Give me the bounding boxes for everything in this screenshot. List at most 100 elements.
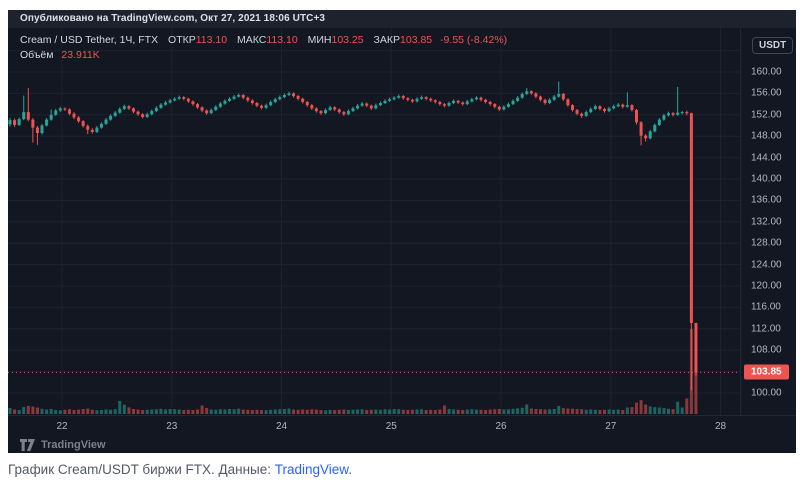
candle-body (534, 93, 538, 97)
volume-bar (484, 410, 488, 414)
volume-bar (305, 409, 309, 414)
time-tick-label: 26 (495, 421, 507, 432)
volume-bar (456, 409, 460, 414)
candle-body (365, 103, 369, 106)
low-label: МИН (307, 34, 332, 46)
volume-bar (657, 407, 661, 414)
candle-body (246, 97, 250, 101)
volume-bar (163, 409, 167, 414)
volume-bar (401, 409, 405, 414)
volume-bar (67, 409, 71, 414)
volume-bar (648, 406, 652, 414)
candle-body (324, 109, 328, 114)
high-label: МАКС (237, 34, 267, 46)
volume-bar (520, 407, 524, 414)
candle-body (122, 106, 126, 109)
price-axis[interactable]: USDT 103.85 160.00 156.00 152.00 148.00 144.… (740, 28, 796, 437)
candle-body (648, 131, 652, 139)
candle-body (607, 108, 611, 112)
candle-body (200, 107, 204, 111)
candle-body (95, 127, 99, 132)
close-value: 103.85 (400, 34, 433, 46)
time-tick-label: 22 (56, 421, 68, 432)
candle-body (621, 104, 625, 107)
price-tick-label: 108.00 (751, 344, 782, 356)
volume-bar (639, 400, 643, 414)
candle-body (141, 114, 145, 117)
candle-body (488, 101, 492, 105)
volume-bar (177, 409, 181, 414)
candle-body (506, 104, 510, 107)
candle-body (150, 111, 154, 115)
time-tick-label: 28 (714, 421, 727, 432)
candle-body (241, 95, 245, 98)
candle-body (493, 104, 497, 107)
volume-bar (383, 409, 387, 414)
volume-bar (392, 408, 396, 414)
candle-body (90, 129, 94, 132)
volume-bar (356, 409, 360, 414)
candle-body (602, 108, 606, 112)
tradingview-logo[interactable]: TradingView (20, 437, 106, 453)
volume-bar (365, 410, 369, 414)
volume-bar (534, 408, 538, 414)
volume-bar (186, 409, 190, 414)
candle-body (694, 322, 698, 373)
candle-body (40, 125, 44, 133)
volume-bar (667, 408, 671, 414)
candle-body (657, 119, 661, 125)
candle-body (529, 91, 533, 94)
candle-body (278, 97, 282, 100)
candle-body (145, 114, 149, 117)
candle-body (205, 110, 209, 114)
volume-bar (223, 409, 227, 414)
volume-bar (575, 408, 579, 414)
candle-body (470, 99, 474, 102)
candle-body (630, 105, 634, 110)
candle-body (77, 117, 81, 122)
candle-body (250, 100, 254, 104)
volume-bar (374, 409, 378, 414)
volume-bar (63, 409, 67, 414)
volume-bar (662, 408, 666, 414)
price-tick-label: 116.00 (751, 301, 781, 313)
volume-bar (255, 409, 259, 414)
volume-bar (45, 409, 49, 414)
volume-bar (72, 410, 76, 414)
open-label: ОТКР (168, 34, 196, 46)
candle-body (136, 111, 140, 115)
time-axis[interactable]: 22 23 24 25 26 27 28 (8, 415, 796, 437)
volume-bar (54, 410, 58, 414)
candle-body (511, 100, 515, 105)
legend-volume-row: Объём 23.911K (20, 48, 507, 62)
legend-ohlc-row: Cream / USD Tether, 1Ч, FTX ОТКР113.10 М… (20, 33, 507, 47)
chart-body[interactable]: Cream / USD Tether, 1Ч, FTX ОТКР113.10 М… (8, 28, 796, 453)
time-tick-label: 23 (166, 421, 178, 432)
volume-bar (420, 409, 424, 414)
volume-bar (127, 407, 131, 414)
volume-bar (516, 408, 520, 414)
candle-body (81, 121, 85, 127)
volume-bar (621, 410, 625, 414)
candle-body (31, 119, 35, 128)
volume-bar (378, 409, 382, 414)
candle-body (22, 112, 26, 120)
volume-bar (81, 408, 85, 414)
candle-body (54, 110, 58, 115)
candle-body (644, 135, 648, 139)
tradingview-logo-icon (20, 439, 35, 451)
price-tick-label: 128.00 (751, 237, 782, 249)
volume-bar (406, 410, 410, 414)
candle-body (209, 109, 213, 114)
volume-bar (35, 407, 39, 414)
volume-bar (264, 410, 268, 414)
candle-body (45, 119, 49, 126)
candle-body (228, 98, 232, 101)
candle-body (561, 93, 565, 100)
volume-bar (346, 410, 350, 414)
candle-body (438, 101, 442, 105)
tradingview-link[interactable]: TradingView (274, 462, 349, 477)
candlestick-chart-canvas[interactable] (8, 28, 740, 415)
last-price-badge: 103.85 (744, 364, 789, 380)
volume-bar (410, 409, 414, 414)
